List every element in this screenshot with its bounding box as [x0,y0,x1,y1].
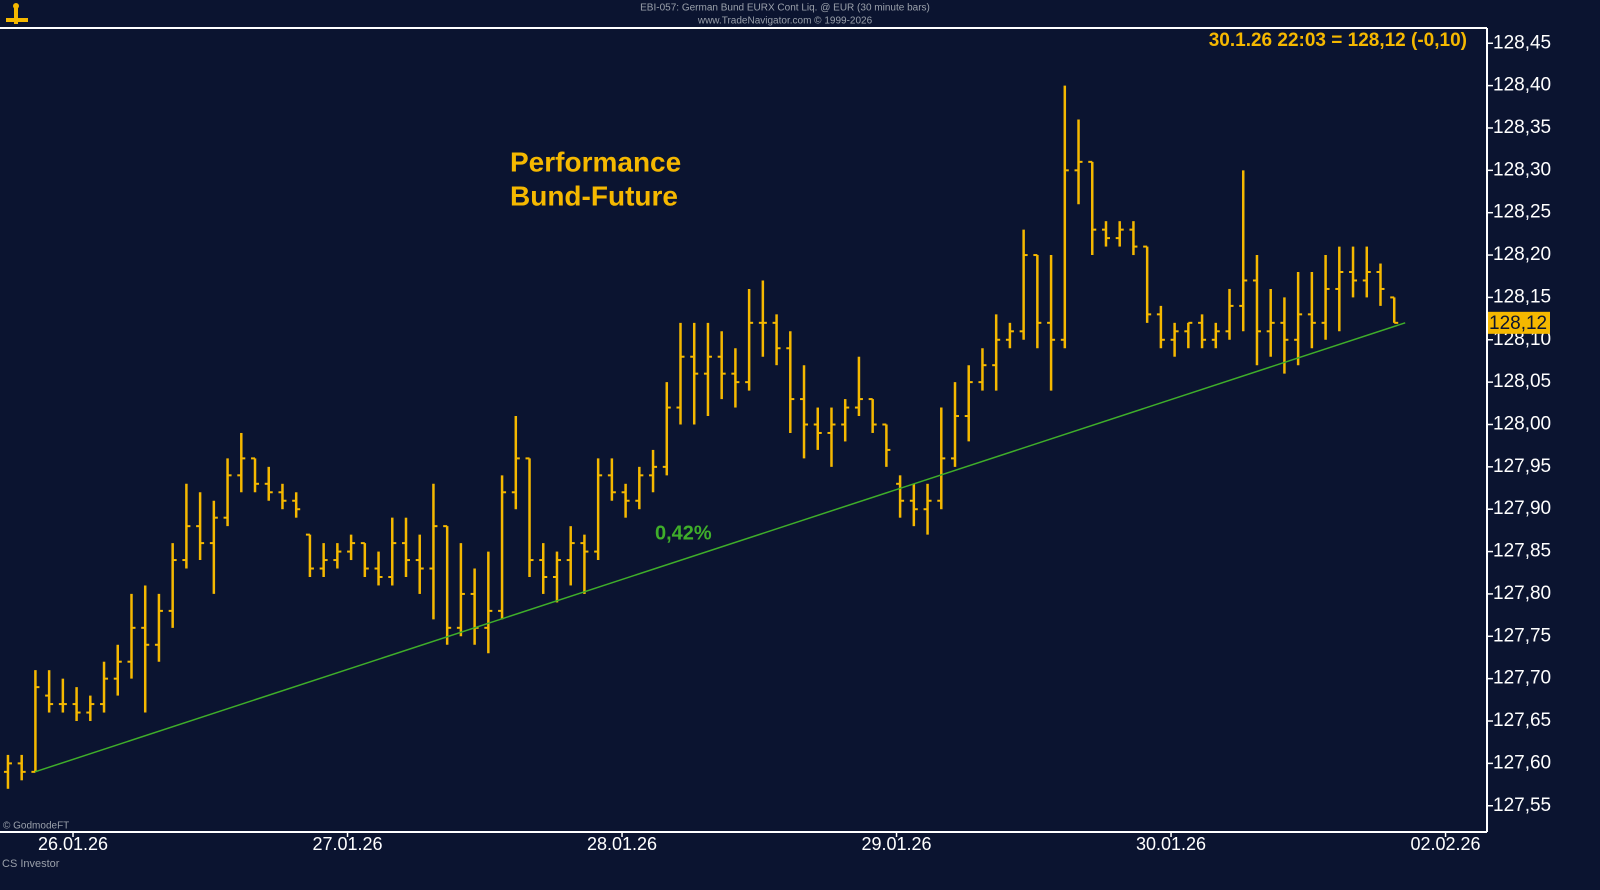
trendline-label: 0,42% [655,522,712,544]
x-tick-label: 29.01.26 [861,834,931,854]
y-tick-label: 127,85 [1493,541,1551,562]
x-tick-label: 30.01.26 [1136,834,1206,854]
trendline [34,322,1406,773]
y-tick-label: 128,00 [1493,414,1551,435]
y-tick-label: 128,05 [1493,371,1551,392]
chart-title: Performance [510,146,681,177]
logo-icon [6,3,28,24]
y-tick-label: 128,10 [1493,329,1551,350]
last-price-label: 128,12 [1489,313,1547,334]
subheader: www.TradeNavigator.com © 1999-2026 [697,16,873,27]
y-tick-label: 127,65 [1493,710,1551,731]
y-tick-label: 127,80 [1493,583,1551,604]
y-tick-label: 128,20 [1493,244,1551,265]
x-tick-label: 02.02.26 [1411,834,1481,854]
chart-subtitle: Bund-Future [510,180,678,211]
source: CS Investor [2,858,60,870]
x-tick-label: 27.01.26 [312,834,382,854]
y-tick-label: 127,55 [1493,795,1551,816]
x-tick-label: 28.01.26 [587,834,657,854]
y-tick-label: 128,25 [1493,202,1551,223]
header: EBI-057: German Bund EURX Cont Liq. @ EU… [640,3,930,14]
y-tick-label: 128,30 [1493,159,1551,180]
y-tick-label: 128,45 [1493,32,1551,53]
credit: © GodmodeFT [3,821,69,832]
y-tick-label: 128,40 [1493,75,1551,96]
y-tick-label: 127,60 [1493,752,1551,773]
y-tick-label: 127,75 [1493,625,1551,646]
y-tick-label: 128,15 [1493,286,1551,307]
x-tick-label: 26.01.26 [38,834,108,854]
y-tick-label: 127,95 [1493,456,1551,477]
quote: 30.1.26 22:03 = 128,12 (-0,10) [1209,30,1467,51]
last-price-tag [1488,311,1550,334]
y-tick-label: 127,70 [1493,668,1551,689]
y-tick-label: 127,90 [1493,498,1551,519]
y-tick-label: 128,35 [1493,117,1551,138]
